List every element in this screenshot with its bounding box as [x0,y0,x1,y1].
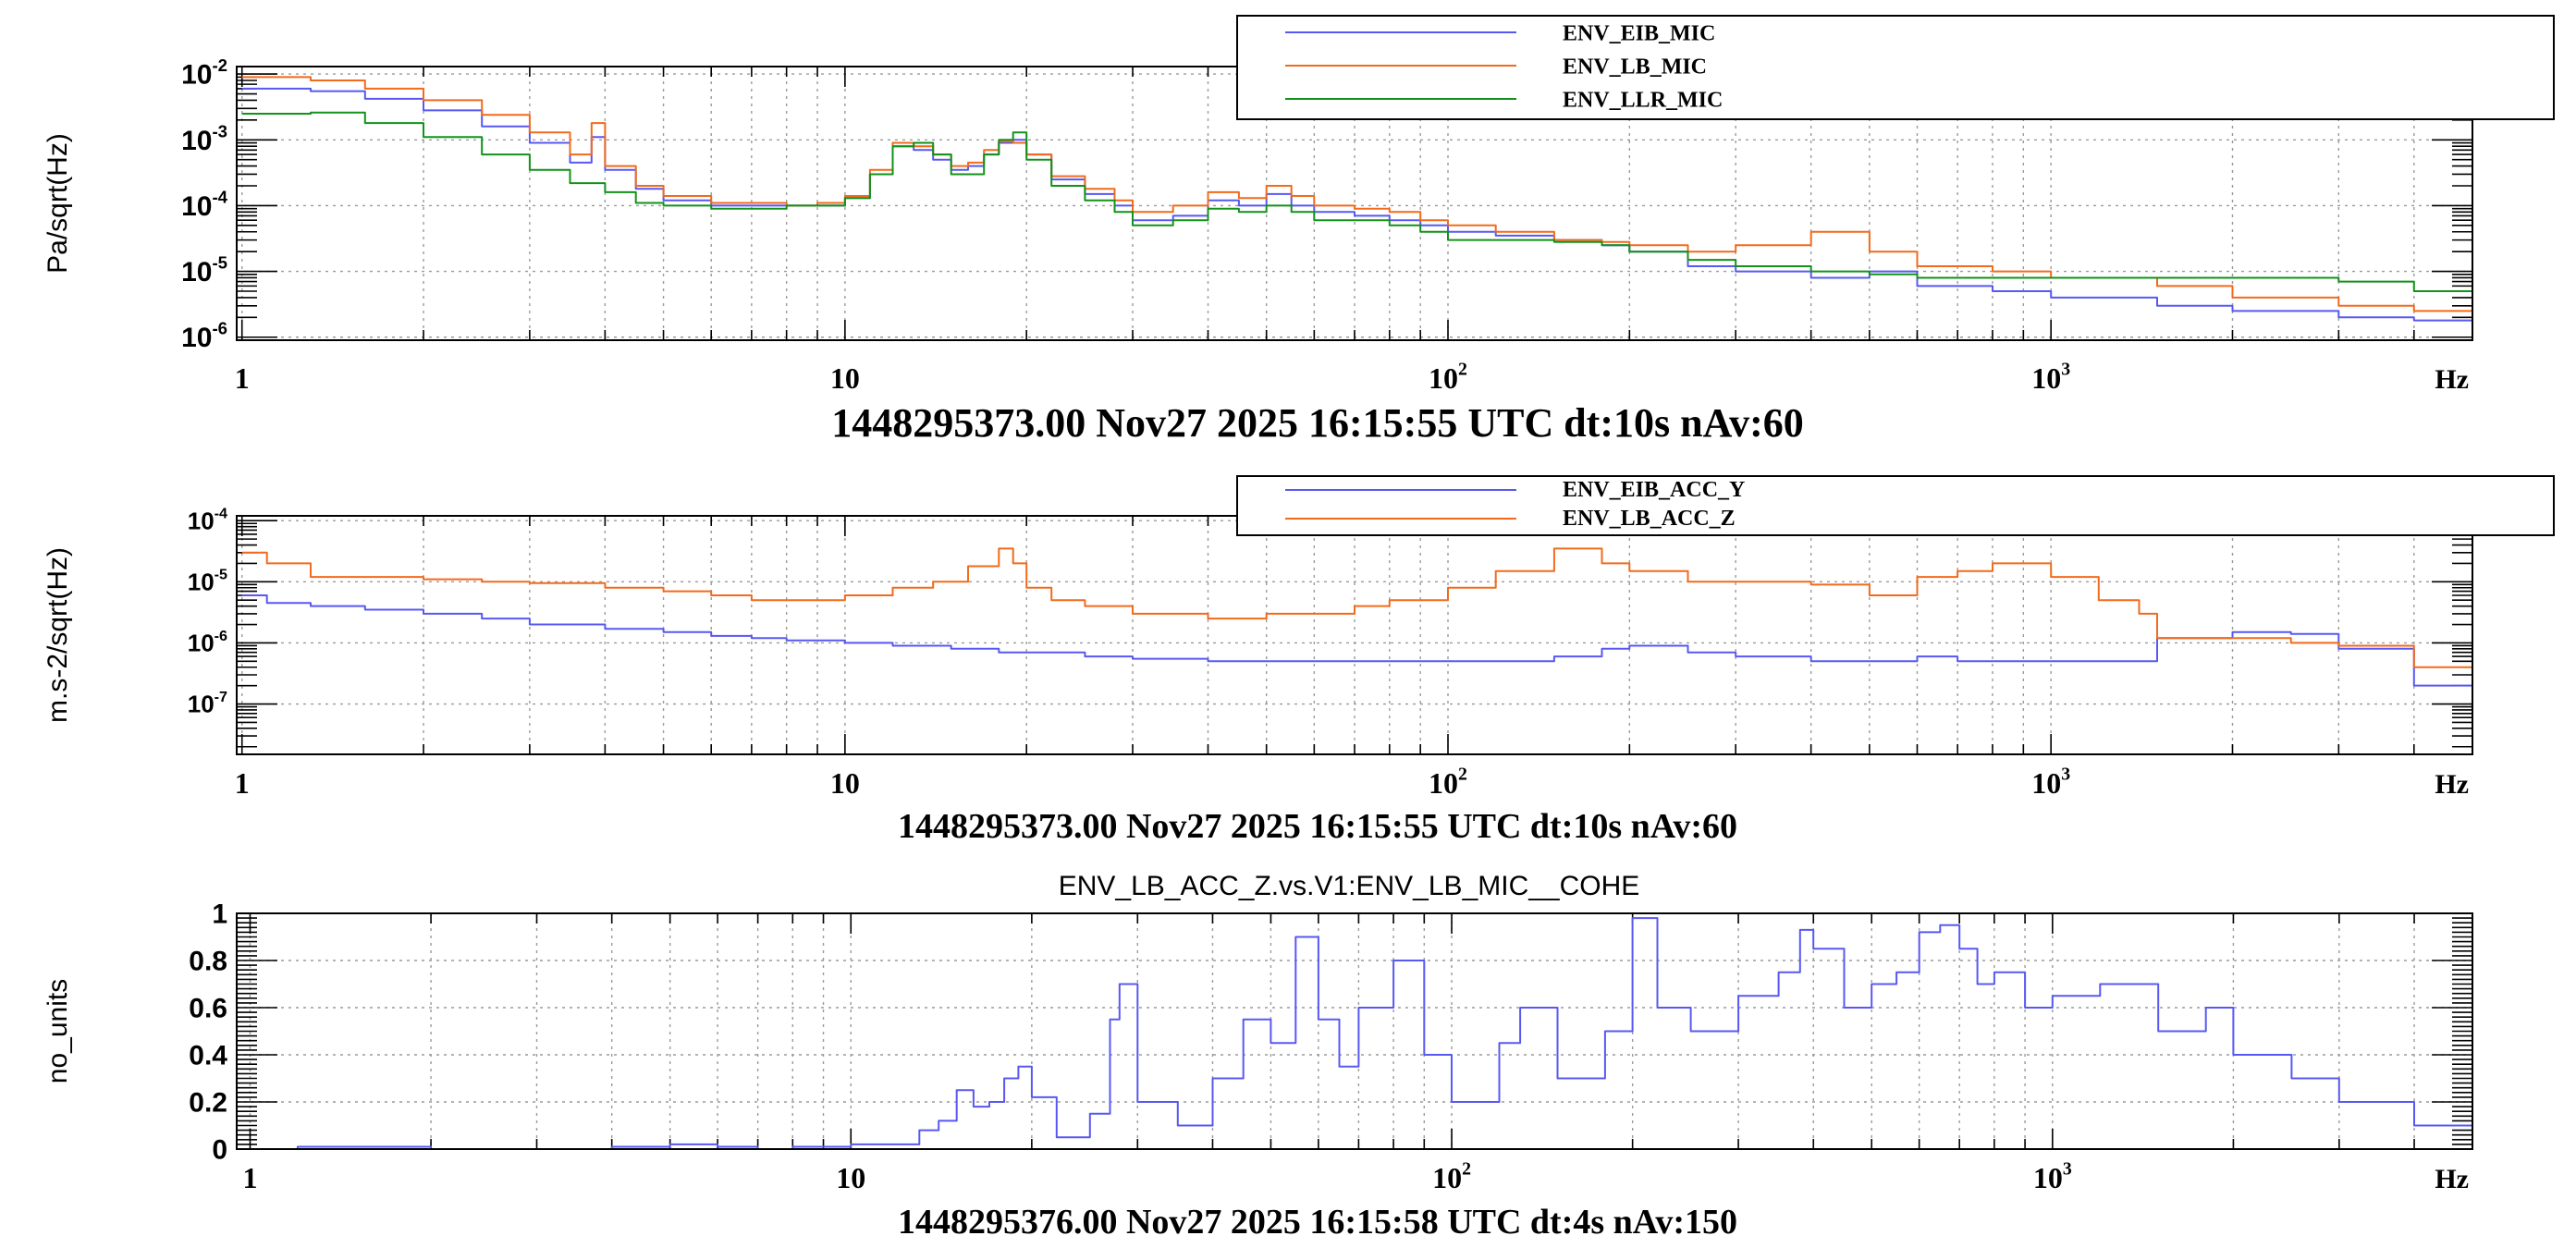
panel-timestamp: 1448295373.00 Nov27 2025 16:15:55 UTC dt… [898,807,1737,846]
y-tick-label: 0.6 [189,994,227,1024]
plot-frame [236,912,2473,1150]
panel-title: ENV_LB_ACC_Z.vs.V1:ENV_LB_MIC__COHE [1059,871,1640,901]
y-tick-label: 10-4 [181,187,228,222]
legend: ENV_EIB_ACC_Y ENV_LB_ACC_Z [1236,475,2555,536]
x-tick-labels: 1 10 102 103 [235,360,2070,395]
y-tick-label: 10-6 [188,628,227,657]
series-line-env-lb-acc-z [241,547,2472,707]
series-line-env-llr-mic [241,111,2472,298]
series-line-env-lb-mic [241,76,2472,318]
series-group [241,547,2472,728]
x-tick-label: 103 [2031,765,2070,800]
y-tick-label: 10-5 [188,567,227,596]
x-tick-label: 102 [1429,360,1467,395]
legend-box [1236,475,2555,536]
x-tick-label: 1 [242,1161,257,1194]
y-tick-label: 1 [212,899,227,930]
axis-ticks [237,912,2473,1150]
y-tick-label: 10-6 [181,319,227,354]
x-tick-label: 102 [1429,765,1467,800]
legend-entry: ENV_LLR_MIC [1563,88,1723,112]
y-tick-label: 10-2 [181,55,227,91]
y-tick-label: 0.2 [189,1088,227,1119]
legend-box [1236,15,2555,120]
y-tick-label: 10-3 [181,121,227,156]
y-tick-labels: 10-7 10-6 10-5 10-4 [188,506,227,718]
x-tick-label: 10 [836,1161,865,1194]
panel-timestamp: 1448295376.00 Nov27 2025 16:15:58 UTC dt… [898,1203,1737,1242]
panel-1: 10-6 10-5 10-4 10-3 10-2 1 10 102 103 Hz Pa/sqrt(H… [43,15,2555,446]
y-tick-label: 0 [212,1135,227,1166]
panel-2: 10-7 10-6 10-5 10-4 1 10 102 103 Hz m.s-2/sqrt(Hz… [43,475,2555,846]
x-axis-label: Hz [2435,364,2469,395]
series-group [250,917,2472,1149]
x-tick-label: 102 [1432,1159,1471,1194]
x-tick-label: 1 [235,361,250,395]
x-tick-label: 103 [2031,360,2070,395]
y-axis-label: m.s-2/sqrt(Hz) [43,547,73,723]
y-tick-label: 10-4 [188,506,227,535]
series-line-env-eib-acc-y [241,594,2472,728]
y-tick-label: 10-7 [188,689,227,718]
y-tick-labels: 10-6 10-5 10-4 10-3 10-2 [181,55,228,353]
x-tick-label: 10 [830,766,860,800]
x-tick-labels: 1 10 102 103 [235,765,2070,800]
x-tick-label: 10 [830,361,860,395]
y-tick-labels: 0 0.2 0.4 0.6 0.8 1 [189,899,227,1166]
x-tick-label: 1 [235,766,250,800]
y-tick-label: 0.4 [189,1041,227,1071]
x-tick-label: 103 [2033,1159,2072,1194]
y-axis-label: no_units [43,979,73,1083]
grid [237,516,2473,754]
y-tick-label: 0.8 [189,947,227,977]
x-axis-label: Hz [2435,769,2469,800]
panel-3: 0 0.2 0.4 0.6 0.8 1 1 10 102 103 Hz no_units 1448295… [43,871,2473,1242]
panel-timestamp: 1448295373.00 Nov27 2025 16:15:55 UTC dt… [831,400,1804,446]
y-tick-label: 10-5 [181,253,227,288]
series-group [241,76,2472,326]
plot-area [237,913,2472,1149]
legend-entry: ENV_LB_MIC [1563,55,1707,79]
x-axis-label: Hz [2435,1164,2469,1194]
legend: ENV_EIB_MIC ENV_LB_MIC ENV_LLR_MIC [1236,15,2555,120]
legend-entry: ENV_LB_ACC_Z [1563,507,1736,531]
legend-entry: ENV_EIB_ACC_Y [1563,478,1745,502]
legend-entry: ENV_EIB_MIC [1563,21,1715,45]
series-line-coherence [250,917,2472,1149]
x-tick-labels: 1 10 102 103 [242,1159,2071,1194]
y-axis-label: Pa/sqrt(Hz) [43,133,73,274]
